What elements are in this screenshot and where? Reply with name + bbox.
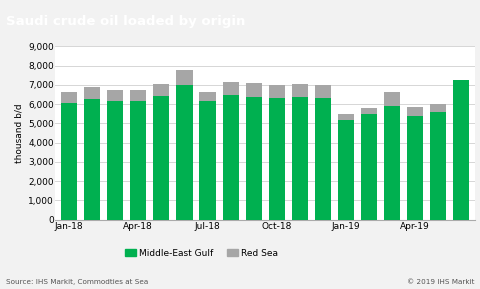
Bar: [130, 101, 146, 220]
Bar: [246, 83, 262, 97]
Bar: [269, 85, 285, 98]
Bar: [199, 92, 216, 101]
Bar: [338, 121, 354, 220]
Bar: [315, 98, 331, 220]
Bar: [223, 95, 239, 220]
Bar: [361, 108, 377, 114]
Y-axis label: thousand b/d: thousand b/d: [15, 103, 24, 163]
Bar: [107, 90, 123, 101]
Bar: [384, 92, 400, 105]
Bar: [223, 82, 239, 95]
Bar: [407, 107, 423, 116]
Bar: [199, 101, 216, 220]
Legend: Middle-East Gulf, Red Sea: Middle-East Gulf, Red Sea: [121, 245, 282, 261]
Bar: [246, 97, 262, 220]
Bar: [453, 80, 469, 220]
Bar: [61, 103, 77, 220]
Bar: [130, 90, 146, 101]
Bar: [338, 114, 354, 121]
Text: © 2019 IHS Markit: © 2019 IHS Markit: [407, 279, 474, 285]
Bar: [430, 104, 446, 112]
Bar: [292, 84, 308, 97]
Text: Saudi crude oil loaded by origin: Saudi crude oil loaded by origin: [6, 14, 245, 27]
Bar: [176, 70, 192, 85]
Text: Source: IHS Markit, Commodties at Sea: Source: IHS Markit, Commodties at Sea: [6, 279, 148, 285]
Bar: [407, 116, 423, 220]
Bar: [153, 84, 169, 96]
Bar: [61, 92, 77, 103]
Bar: [361, 114, 377, 220]
Bar: [84, 99, 100, 220]
Bar: [84, 87, 100, 99]
Bar: [269, 98, 285, 220]
Bar: [315, 85, 331, 98]
Bar: [107, 101, 123, 220]
Bar: [384, 105, 400, 220]
Bar: [176, 85, 192, 220]
Bar: [153, 96, 169, 220]
Bar: [292, 97, 308, 220]
Bar: [430, 112, 446, 220]
